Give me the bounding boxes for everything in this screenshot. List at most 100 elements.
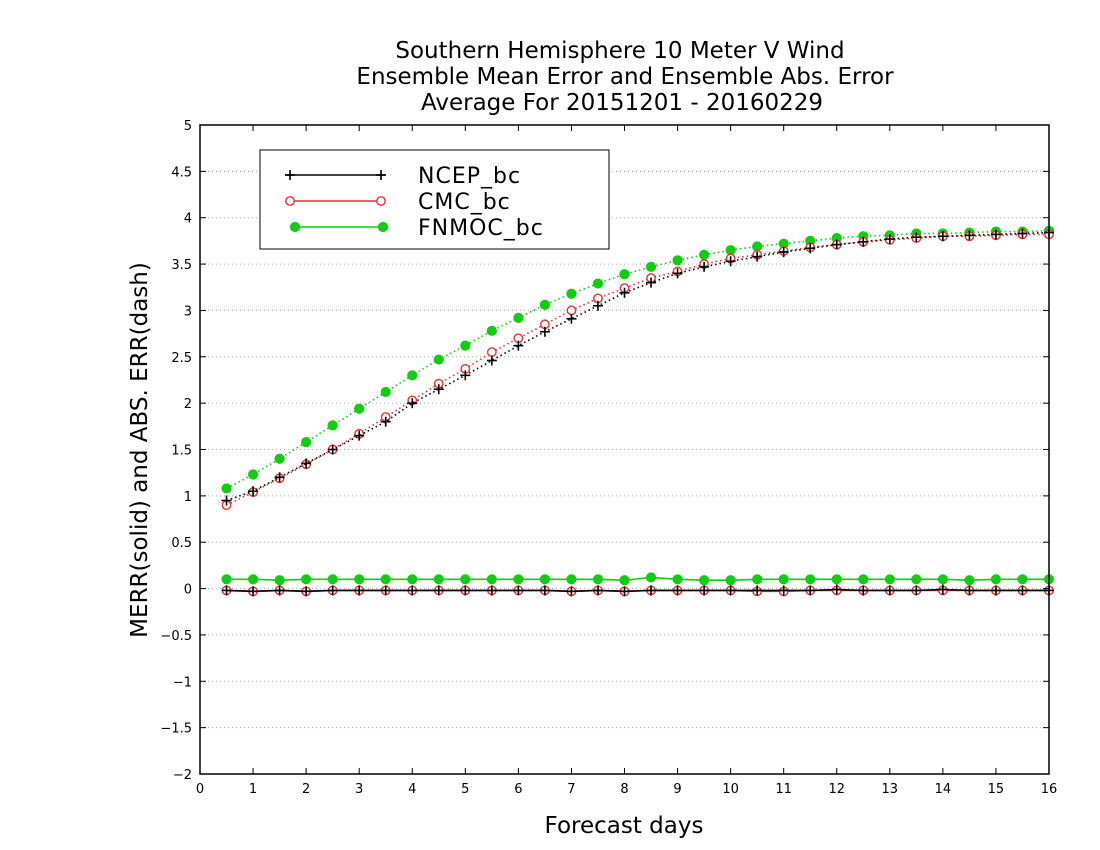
abs-error-point: [990, 229, 1001, 240]
abs-error-point: [725, 245, 736, 256]
abs-error-point: [407, 398, 418, 409]
legend-label-ncep: NCEP_bc: [418, 164, 521, 189]
mean-error-point: [407, 585, 418, 596]
mean-error-point: [513, 585, 524, 596]
y-tick-label: 2: [184, 397, 192, 412]
legend-marker-cmc-start: [285, 196, 295, 206]
x-tick-label: 7: [567, 782, 575, 797]
abs-error-point: [539, 326, 550, 337]
abs-error-point: [858, 236, 869, 247]
abs-error-point: [539, 299, 551, 310]
abs-error-point: [566, 288, 577, 299]
x-tick-label: 16: [1041, 782, 1058, 797]
y-tick-label: 1.5: [171, 444, 192, 459]
y-tick-label: 3: [184, 304, 192, 319]
abs-error-point: [354, 403, 365, 414]
legend-marker-fnmoc-end: [377, 221, 389, 233]
x-tick-label: 0: [196, 782, 204, 797]
mean-error-point: [327, 585, 338, 596]
mean-error-point: [221, 574, 232, 585]
x-tick-label: 10: [722, 782, 739, 797]
legend-marker-glyph: [376, 170, 386, 180]
mean-error-point: [1017, 574, 1028, 585]
abs-error-point: [884, 234, 895, 245]
abs-error-point: [248, 486, 259, 497]
legend-marker-glyph: [285, 170, 295, 180]
abs-error-point: [937, 231, 948, 242]
mean-error-point: [645, 572, 657, 583]
abs-error-point: [433, 384, 444, 395]
mean-error-line-FNMOC_bc: [226, 576, 1049, 582]
mean-error-point: [964, 585, 975, 596]
mean-error-point: [247, 574, 259, 585]
x-tick-label: 8: [620, 782, 628, 797]
mean-error-point: [407, 574, 418, 585]
abs-error-point: [486, 355, 497, 366]
y-tick-label: 4.5: [171, 165, 192, 180]
x-tick-label: 15: [988, 782, 1005, 797]
mean-error-point: [805, 574, 816, 585]
y-tick-label: 3.5: [171, 258, 192, 273]
mean-error-point: [380, 585, 391, 596]
y-tick-label: −1.5: [160, 722, 192, 737]
series-NCEP_bc: [221, 227, 1054, 597]
mean-error-point: [592, 585, 603, 596]
legend-entry-ncep: NCEP_bc: [285, 164, 521, 189]
legend-marker-glyph: [376, 196, 386, 206]
x-tick-label: 6: [514, 782, 522, 797]
y-tick-label: −0.5: [160, 629, 192, 644]
mean-error-point: [831, 574, 842, 585]
x-tick-label: 14: [935, 782, 952, 797]
x-tick-label: 13: [882, 782, 899, 797]
mean-error-point: [990, 574, 1002, 585]
y-tick-label: 4: [184, 212, 192, 227]
mean-error-point: [698, 575, 710, 586]
abs-error-point: [911, 232, 922, 243]
abs-error-point: [301, 436, 312, 448]
abs-error-point: [672, 268, 683, 279]
series-layer: [221, 225, 1055, 597]
grid: [200, 170, 1049, 729]
mean-error-point: [805, 585, 816, 596]
mean-error-point: [354, 574, 365, 585]
mean-error-point: [937, 584, 948, 595]
mean-error-point: [566, 574, 577, 585]
abs-error-point: [247, 469, 259, 480]
abs-error-point: [274, 453, 285, 464]
y-tick-label: −2: [173, 768, 192, 783]
abs-error-point: [301, 458, 312, 469]
mean-error-point: [858, 574, 869, 585]
mean-error-point: [486, 574, 497, 585]
abs-error-point: [964, 230, 975, 241]
x-tick-label: 5: [461, 782, 469, 797]
y-tick-label: 2.5: [171, 351, 192, 366]
abs-error-point: [805, 243, 816, 254]
y-tick-label: −1: [173, 675, 192, 690]
x-tick-label: 1: [249, 782, 257, 797]
x-tick-label: 4: [408, 782, 416, 797]
abs-error-point: [646, 277, 657, 288]
mean-error-point: [327, 574, 338, 585]
mean-error-point: [725, 585, 736, 596]
y-tick-label: 0.5: [171, 536, 192, 551]
abs-error-point: [486, 347, 497, 358]
mean-error-point: [619, 575, 630, 586]
mean-error-point: [672, 574, 683, 585]
mean-error-point: [646, 585, 657, 596]
abs-error-point: [221, 495, 232, 506]
mean-error-point: [433, 585, 444, 596]
title-line-3: Average For 20151201 - 20160229: [421, 90, 823, 116]
series-FNMOC_bc: [221, 225, 1055, 586]
abs-error-point: [486, 325, 497, 336]
mean-error-point: [937, 574, 948, 585]
abs-error-line-NCEP_bc: [226, 231, 1050, 502]
title-line-1: Southern Hemisphere 10 Meter V Wind: [395, 38, 844, 64]
mean-error-point: [513, 574, 524, 585]
mean-error-point: [752, 585, 763, 596]
legend-entry-cmc: CMC_bc: [285, 190, 510, 215]
mean-error-point: [672, 585, 683, 596]
y-axis-ticks: 5 4.5 4 3.5 3 2.5 2 1.5 1 0.5 0 −0.5 −1 −1.5 −2: [160, 119, 1049, 783]
abs-error-point: [619, 269, 630, 280]
legend-entry-fnmoc: FNMOC_bc: [289, 216, 543, 241]
abs-error-point: [460, 340, 471, 351]
